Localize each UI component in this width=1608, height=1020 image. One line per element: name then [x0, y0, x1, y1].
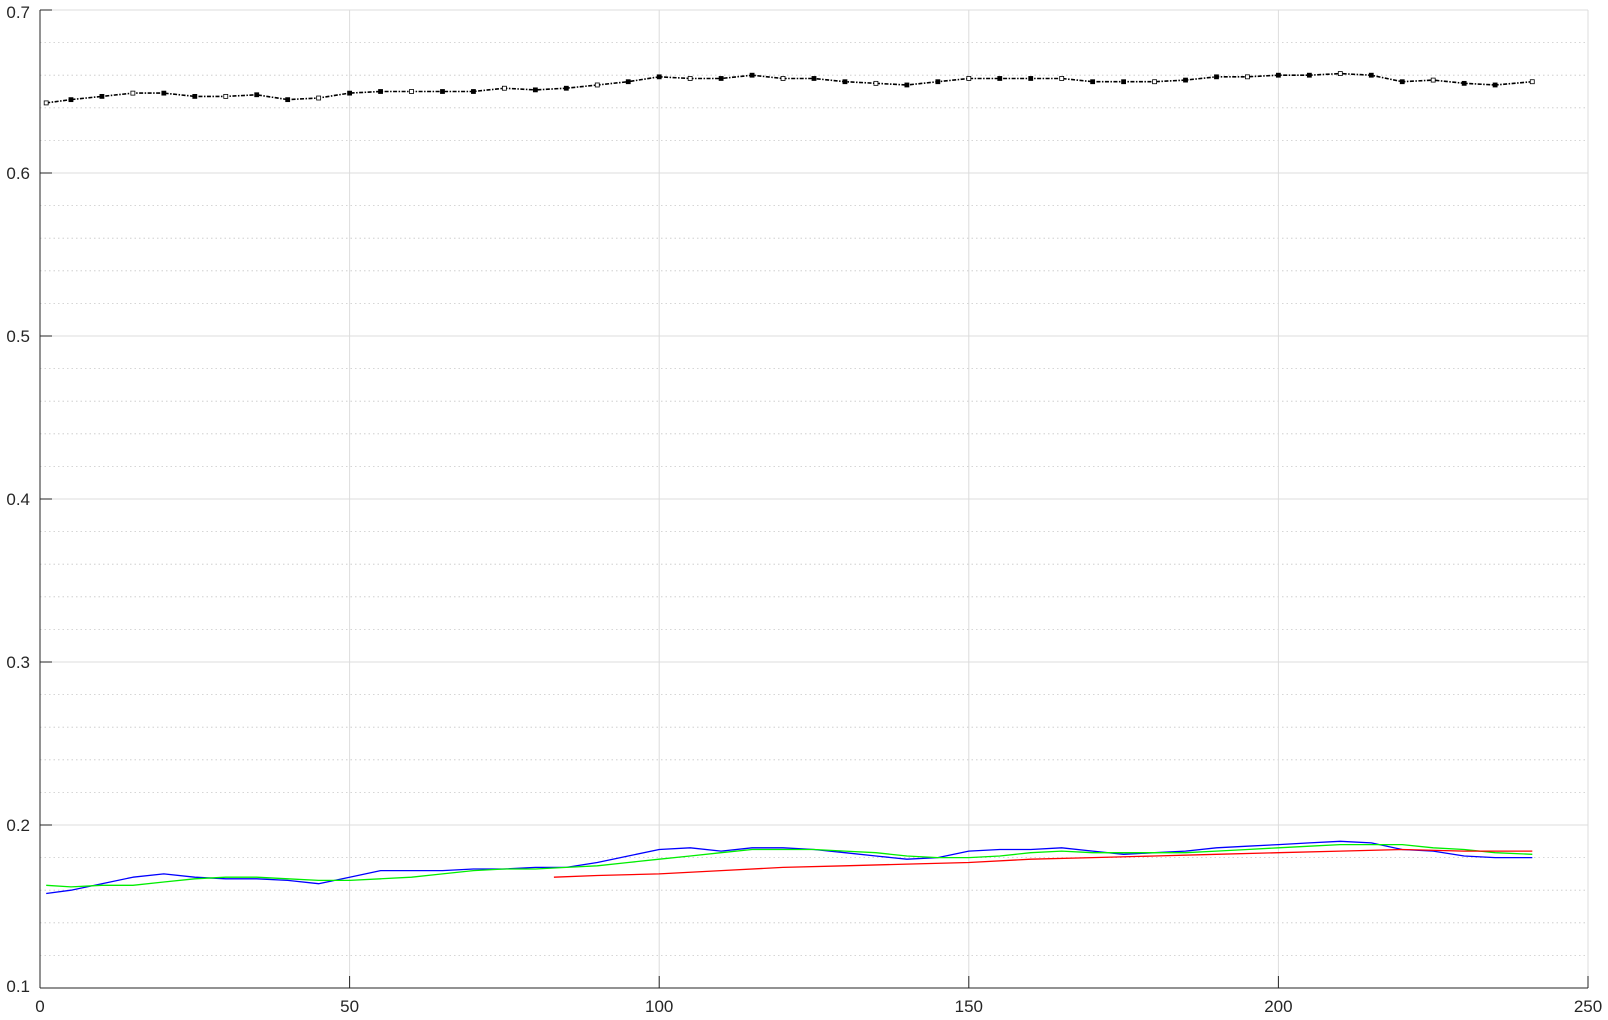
- series-marker: [1492, 82, 1498, 88]
- series-marker: [1306, 72, 1312, 78]
- series-marker: [347, 90, 353, 96]
- y-tick-label: 0.2: [6, 816, 30, 835]
- y-tick-label: 0.7: [6, 3, 30, 22]
- grid: [39, 9, 1589, 989]
- y-tick-label: 0.3: [6, 653, 30, 672]
- series-marker: [223, 93, 229, 99]
- series-marker: [1529, 79, 1535, 85]
- series-line-3: [46, 843, 1533, 888]
- series-marker: [285, 97, 291, 103]
- series-marker: [440, 89, 445, 94]
- series-marker: [1461, 80, 1467, 86]
- series-marker: [471, 89, 476, 94]
- series-line-4: [553, 848, 1533, 878]
- series-layer: [43, 71, 1535, 895]
- series-marker: [192, 93, 198, 99]
- series-marker: [749, 72, 755, 78]
- series-marker: [1152, 79, 1157, 85]
- series-marker: [656, 74, 662, 80]
- series-marker: [254, 92, 260, 98]
- x-tick-label: 100: [645, 997, 673, 1016]
- series-marker: [316, 95, 322, 101]
- series-marker: [873, 80, 879, 86]
- series-marker: [1121, 79, 1126, 85]
- y-tick-label: 0.1: [6, 977, 30, 996]
- series-marker: [1214, 74, 1219, 80]
- series-marker: [1337, 71, 1343, 76]
- series-marker: [594, 82, 600, 88]
- series-marker: [997, 76, 1003, 81]
- series-marker: [130, 90, 136, 96]
- series-marker: [68, 97, 74, 103]
- series-marker: [780, 76, 786, 81]
- series-marker: [1399, 79, 1405, 85]
- series-marker: [1028, 76, 1034, 81]
- y-tick-label: 0.4: [6, 490, 30, 509]
- series-marker: [687, 76, 693, 81]
- series-marker: [718, 76, 724, 81]
- series-marker: [842, 79, 848, 85]
- y-tick-label: 0.5: [6, 327, 30, 346]
- series-marker: [1368, 72, 1374, 78]
- series-marker: [935, 79, 941, 85]
- series-marker: [1183, 77, 1188, 83]
- series-marker: [161, 90, 167, 96]
- x-tick-label: 150: [955, 997, 983, 1016]
- series-marker: [43, 100, 49, 106]
- x-tick-label: 200: [1264, 997, 1292, 1016]
- series-marker: [1430, 77, 1436, 83]
- x-tick-label: 0: [35, 997, 44, 1016]
- axes: 0.1 0.2 0.3 0.4 0.5 0.6 0.7 0 50 100 150 200 250: [6, 3, 1602, 1016]
- series-line-2: [46, 840, 1533, 895]
- x-tick-label: 250: [1574, 997, 1602, 1016]
- series-marker: [501, 85, 507, 91]
- series-marker: [378, 89, 383, 94]
- series-marker: [563, 85, 569, 91]
- series-marker: [409, 89, 414, 94]
- series-marker: [1276, 72, 1281, 78]
- series-marker: [1090, 79, 1096, 85]
- series-marker: [99, 93, 105, 99]
- series-marker: [625, 79, 631, 85]
- y-tick-label: 0.6: [6, 164, 30, 183]
- series-marker: [904, 82, 910, 88]
- series-marker: [966, 76, 972, 81]
- x-tick-label: 50: [340, 997, 359, 1016]
- series-marker: [532, 87, 538, 93]
- series-marker: [1245, 74, 1250, 80]
- series-marker: [1059, 76, 1065, 81]
- series-marker: [811, 76, 817, 81]
